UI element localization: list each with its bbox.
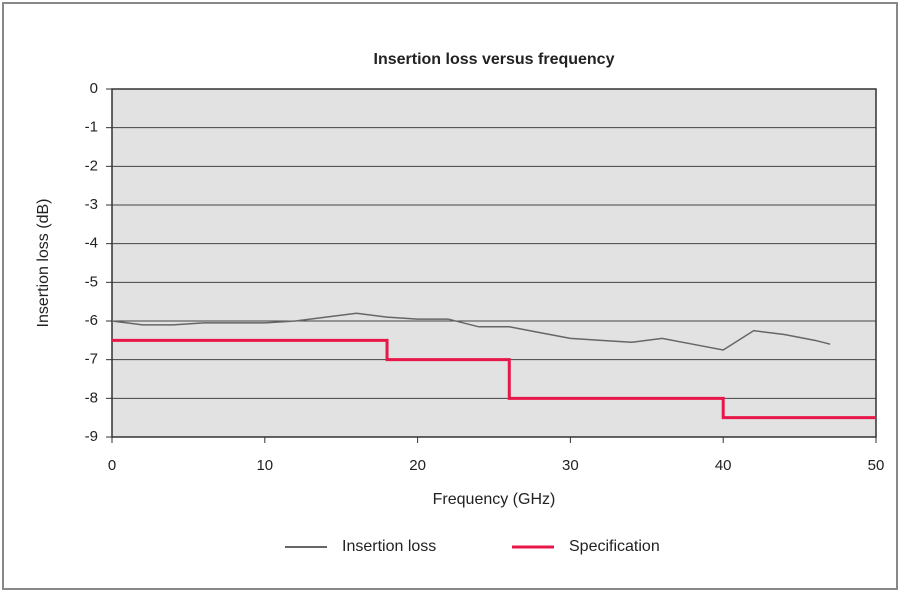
y-tick-label: -1 — [85, 119, 98, 136]
series-line — [112, 338, 876, 420]
y-tick-label: -7 — [85, 351, 98, 368]
x-tick-label: 50 — [868, 457, 885, 474]
x-tick-label: 40 — [715, 457, 732, 474]
x-tick-label: 0 — [108, 457, 116, 474]
y-tick-label: -2 — [85, 157, 98, 174]
x-tick-label: 10 — [256, 457, 273, 474]
plot-border — [111, 88, 877, 438]
chart-title: Insertion loss versus frequency — [374, 51, 615, 68]
plot-area — [112, 89, 876, 437]
x-tick-label: 20 — [409, 457, 426, 474]
y-tick-label: -4 — [85, 235, 98, 252]
y-tick-label: -8 — [85, 389, 98, 406]
series-line — [111, 312, 831, 351]
y-tick-label: -3 — [85, 196, 98, 213]
legend-label: Specification — [569, 538, 660, 555]
y-tick-label: -9 — [85, 428, 98, 445]
x-tick-label: 30 — [562, 457, 579, 474]
x-axis-label: Frequency (GHz) — [433, 491, 556, 508]
legend-label: Insertion loss — [342, 538, 436, 555]
y-axis-label: Insertion loss (dB) — [35, 199, 52, 328]
y-tick-label: -5 — [85, 273, 98, 290]
y-tick-label: -6 — [85, 312, 98, 329]
y-tick-label: 0 — [90, 80, 98, 97]
